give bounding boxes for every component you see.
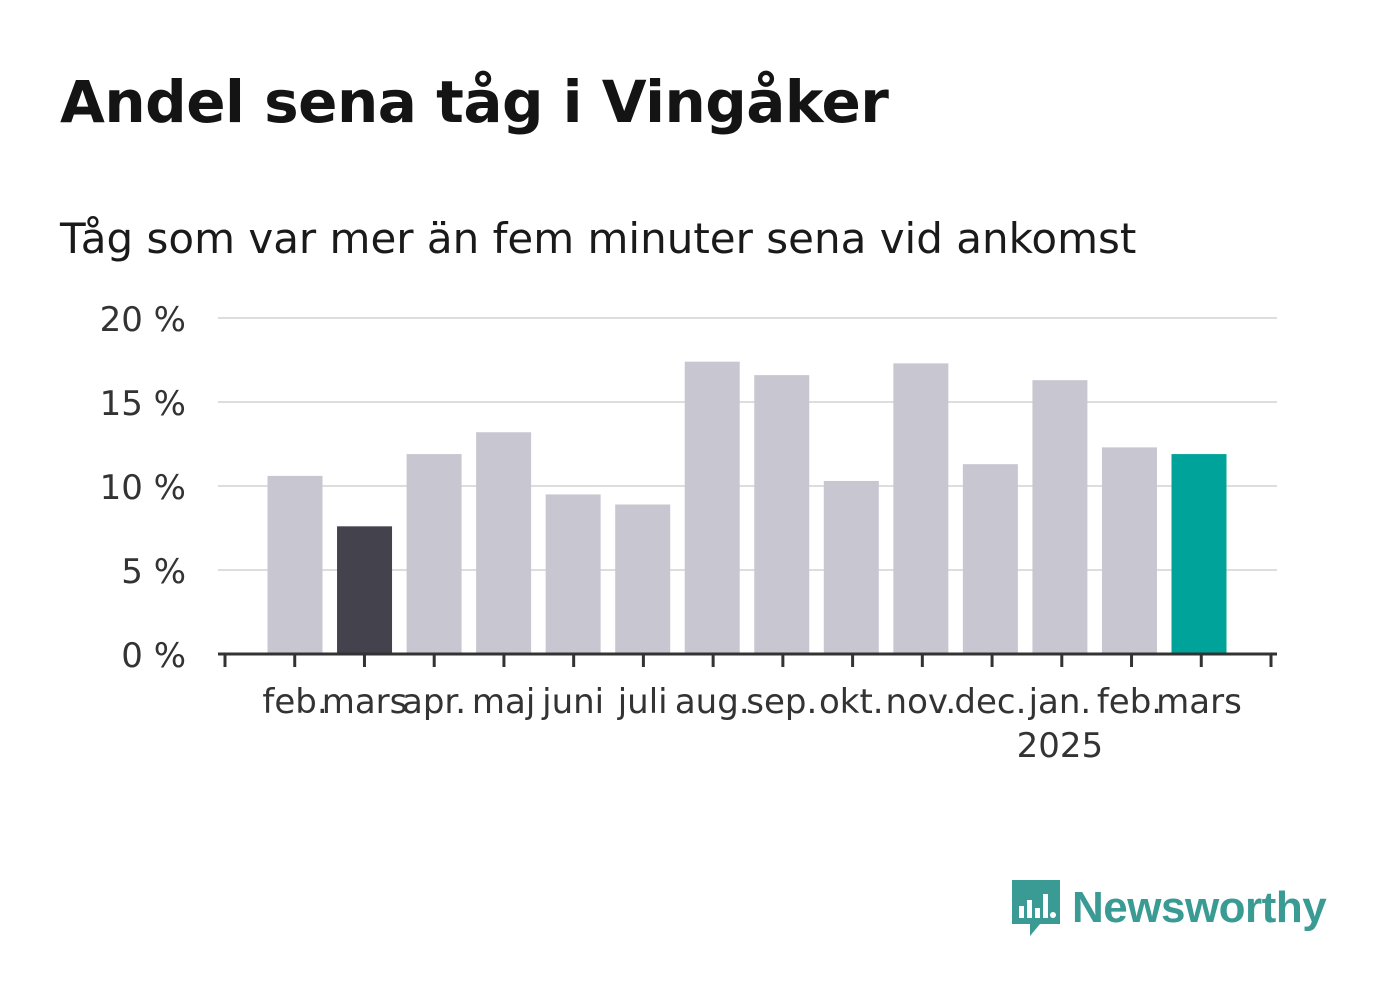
bar — [545, 494, 601, 654]
bar — [406, 454, 462, 654]
x-tick-label: feb. — [1097, 682, 1162, 722]
x-tick-label: nov. — [886, 682, 957, 722]
bar — [754, 375, 810, 654]
x-tick-label: feb. — [262, 682, 327, 722]
gridlines — [218, 317, 1277, 571]
bar — [1032, 380, 1088, 654]
x-tick-label: mars — [322, 682, 408, 722]
x-tick-label: jan. — [1028, 682, 1092, 722]
y-tick-label: 0 % — [121, 636, 186, 676]
x-tick-label: aug. — [675, 682, 750, 722]
bar — [267, 475, 323, 654]
bar — [1171, 454, 1227, 654]
chart-title: Andel sena tåg i Vingåker — [60, 68, 889, 136]
bar-chart-speech-bubble-icon — [1012, 880, 1060, 936]
bar — [337, 526, 393, 654]
newsworthy-logo: Newsworthy — [1010, 878, 1327, 938]
chart-subtitle: Tåg som var mer än fem minuter sena vid … — [60, 214, 1137, 263]
x-tick-label: juni — [541, 682, 604, 722]
bar — [962, 464, 1018, 654]
x-tick-label: okt. — [819, 682, 884, 722]
brand-name: Newsworthy — [1072, 883, 1327, 932]
bars — [267, 361, 1227, 654]
x-tick-label: mars — [1156, 682, 1242, 722]
x-tick-label: dec. — [954, 682, 1026, 722]
bar — [893, 363, 949, 654]
x-tick-label: apr. — [402, 682, 466, 722]
y-tick-label: 10 % — [100, 468, 186, 508]
y-tick-label: 20 % — [100, 300, 186, 340]
y-axis-ticks: 0 % 5 % 10 % 15 % 20 % — [100, 300, 186, 676]
bar — [476, 432, 532, 654]
x-tick-label: maj — [472, 682, 535, 722]
bar — [1101, 447, 1157, 654]
x-tick-label: juli — [617, 682, 668, 722]
bar — [615, 504, 671, 654]
bar — [684, 361, 740, 654]
bar — [823, 480, 879, 654]
y-tick-label: 15 % — [100, 384, 186, 424]
x-tick-label: sep. — [746, 682, 817, 722]
x-year-label: 2025 — [1017, 726, 1104, 766]
y-tick-label: 5 % — [121, 552, 186, 592]
x-axis — [218, 652, 1277, 667]
